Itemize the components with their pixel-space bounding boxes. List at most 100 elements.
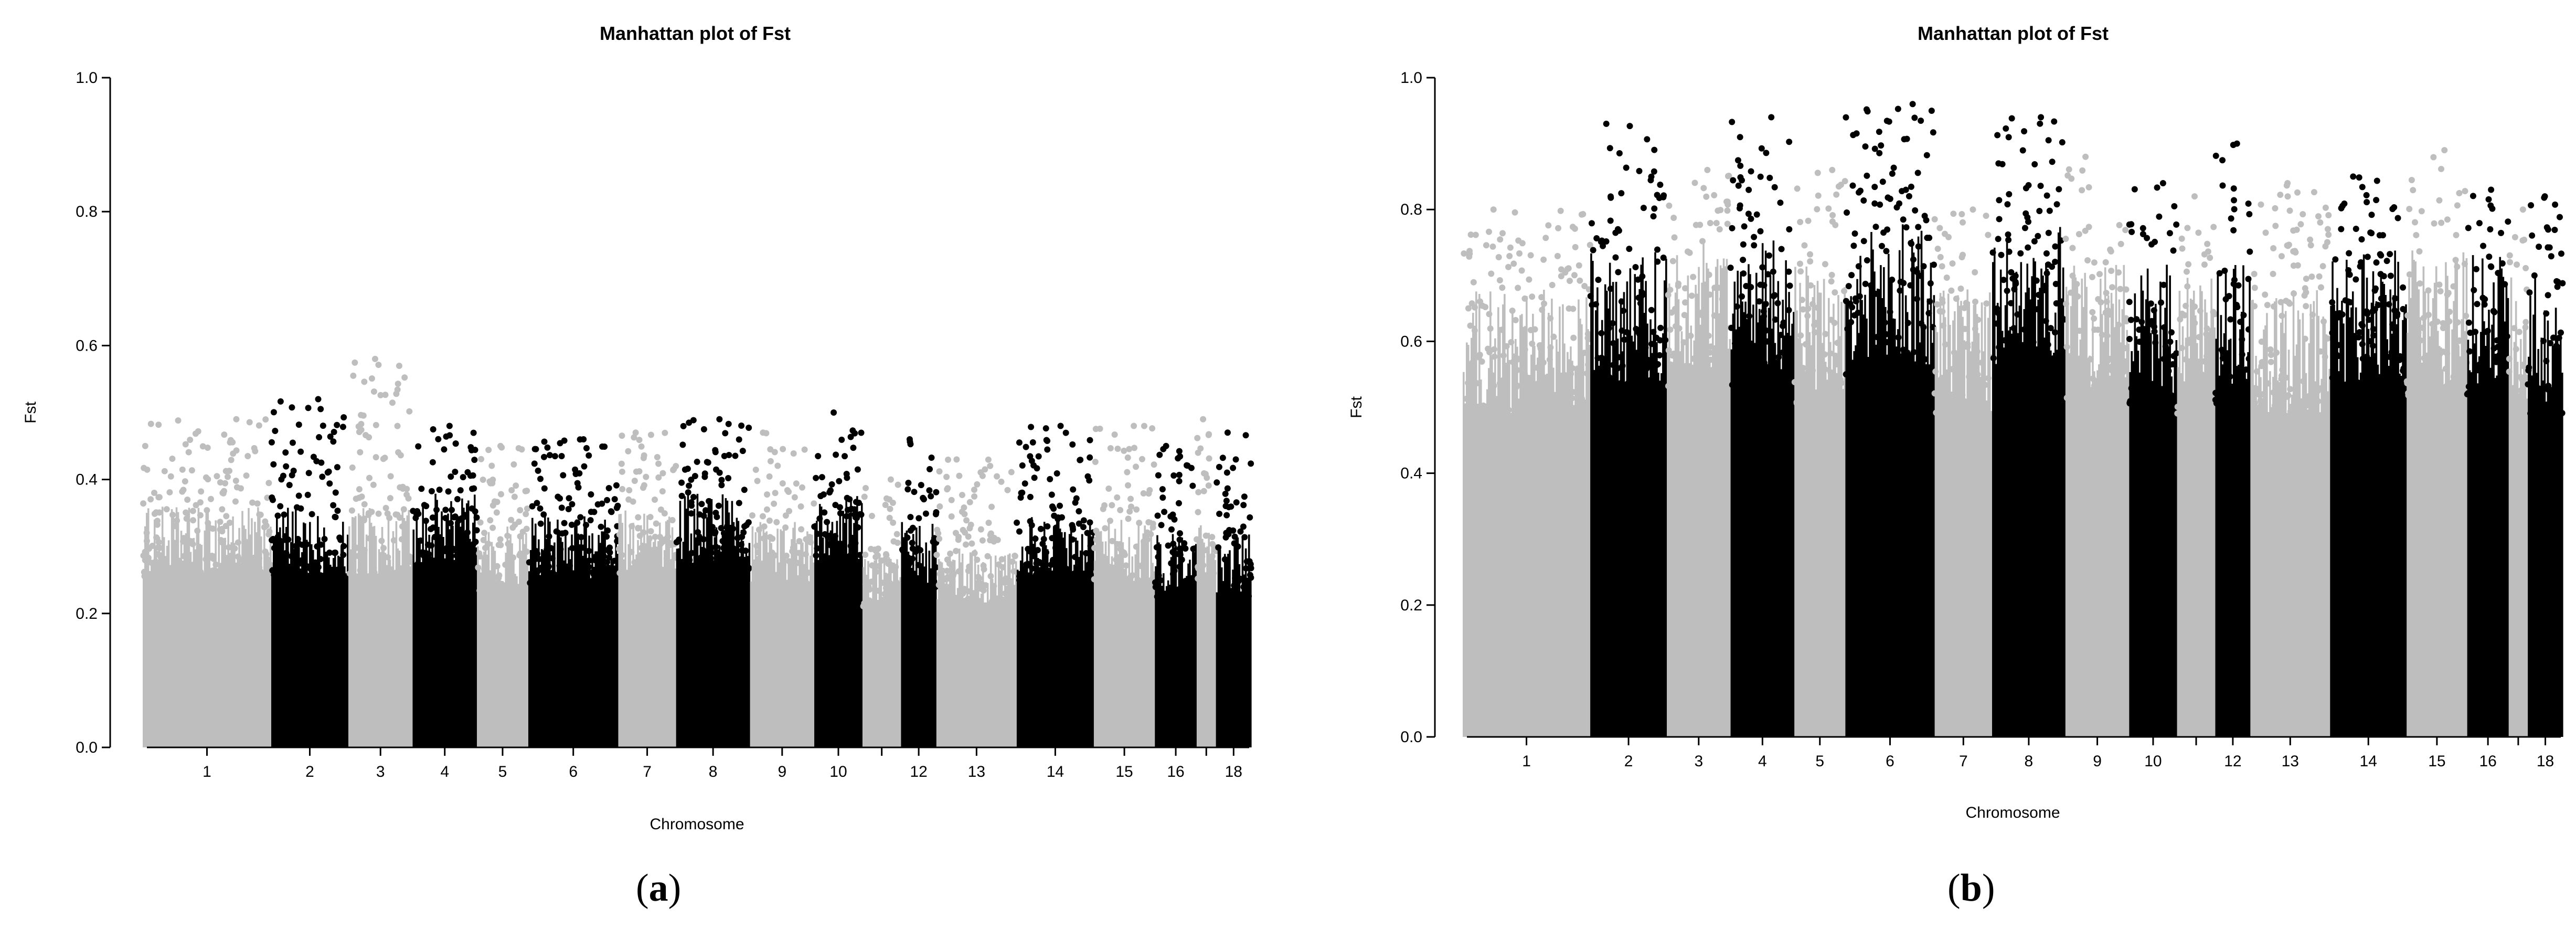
snp-point bbox=[591, 509, 598, 515]
snp-point bbox=[1766, 174, 1773, 181]
snp-point bbox=[1904, 373, 1911, 379]
snp-point bbox=[1071, 570, 1078, 577]
snp-point bbox=[722, 430, 729, 437]
snp-point bbox=[476, 550, 483, 557]
snp-column bbox=[1973, 304, 1975, 737]
snp-column bbox=[439, 534, 441, 747]
snp-point bbox=[641, 482, 647, 489]
snp-point bbox=[2126, 299, 2133, 305]
snp-column bbox=[313, 564, 316, 747]
snp-column bbox=[862, 567, 865, 747]
snp-point bbox=[708, 544, 715, 551]
snp-point bbox=[433, 506, 440, 513]
snp-column bbox=[145, 513, 148, 747]
snp-point bbox=[1086, 477, 1093, 484]
snp-column bbox=[509, 534, 512, 747]
snp-point bbox=[2160, 355, 2167, 362]
snp-column bbox=[1041, 539, 1044, 747]
snp-point bbox=[904, 534, 911, 541]
snp-column bbox=[1567, 352, 1569, 737]
snp-point bbox=[1109, 537, 1115, 544]
snp-column bbox=[1988, 292, 1991, 737]
snp-point bbox=[2079, 167, 2086, 174]
snp-point bbox=[2110, 333, 2117, 340]
snp-column bbox=[534, 523, 537, 747]
snp-column bbox=[218, 524, 220, 747]
snp-column bbox=[997, 566, 1000, 747]
snp-point bbox=[558, 504, 565, 511]
snp-column bbox=[729, 524, 732, 747]
snp-point bbox=[1235, 578, 1242, 585]
snp-point bbox=[1955, 418, 1962, 425]
snp-point bbox=[1175, 591, 1181, 598]
snp-point bbox=[583, 577, 590, 584]
chromosome-9-points bbox=[749, 429, 817, 747]
snp-column bbox=[1923, 324, 1926, 737]
snp-column bbox=[1552, 367, 1555, 737]
snp-column bbox=[1941, 381, 1943, 737]
snp-point bbox=[1947, 419, 1954, 426]
snp-point bbox=[979, 472, 986, 479]
snp-point bbox=[2091, 315, 2098, 322]
snp-point bbox=[1681, 312, 1688, 319]
snp-point bbox=[1508, 339, 1515, 345]
snp-point bbox=[974, 481, 981, 488]
snp-column bbox=[2309, 304, 2312, 737]
snp-point bbox=[907, 527, 914, 534]
snp-column bbox=[858, 558, 860, 747]
snp-point bbox=[1205, 431, 1212, 438]
snp-column bbox=[348, 526, 350, 747]
snp-column bbox=[219, 563, 221, 747]
snp-column bbox=[1223, 554, 1226, 747]
snp-point bbox=[1934, 301, 1941, 308]
snp-column bbox=[2284, 311, 2287, 737]
snp-column bbox=[2039, 288, 2041, 737]
snp-point bbox=[1864, 373, 1870, 380]
snp-point bbox=[1928, 108, 1935, 114]
snp-point bbox=[2127, 316, 2134, 323]
snp-point bbox=[795, 550, 802, 556]
snp-point bbox=[2291, 290, 2297, 297]
snp-column bbox=[323, 527, 325, 747]
snp-column bbox=[2413, 260, 2415, 737]
snp-point bbox=[991, 596, 997, 603]
snp-column bbox=[147, 508, 150, 747]
snp-point bbox=[906, 567, 913, 574]
snp-point bbox=[2181, 388, 2188, 395]
snp-column bbox=[251, 518, 253, 747]
snp-point bbox=[1959, 392, 1966, 398]
snp-column bbox=[2451, 329, 2453, 737]
snp-point bbox=[2237, 319, 2244, 325]
snp-column bbox=[150, 566, 153, 747]
snp-point bbox=[2243, 388, 2250, 395]
snp-column bbox=[1715, 267, 1717, 737]
snp-point bbox=[604, 527, 611, 534]
snp-peak-point bbox=[2038, 114, 2045, 121]
snp-column bbox=[2124, 377, 2127, 737]
snp-point bbox=[1539, 307, 1546, 313]
snp-point bbox=[643, 473, 650, 480]
snp-column bbox=[1230, 592, 1232, 747]
snp-point bbox=[1248, 574, 1254, 581]
snp-column bbox=[1209, 557, 1212, 747]
snp-column bbox=[2098, 364, 2100, 737]
snp-column bbox=[2146, 268, 2149, 737]
snp-point bbox=[1232, 456, 1239, 463]
snp-column bbox=[2009, 326, 2011, 737]
snp-column bbox=[544, 514, 546, 747]
snp-point bbox=[2201, 375, 2208, 382]
snp-point bbox=[2004, 288, 2010, 294]
snp-column bbox=[640, 525, 642, 747]
snp-column bbox=[808, 582, 810, 747]
snp-point bbox=[1037, 559, 1044, 566]
snp-point bbox=[1486, 311, 1493, 318]
snp-column bbox=[1915, 266, 1918, 737]
snp-point bbox=[2307, 236, 2314, 243]
snp-point bbox=[1811, 329, 1818, 336]
snp-point bbox=[243, 472, 250, 479]
snp-column bbox=[2051, 361, 2053, 737]
snp-point bbox=[985, 456, 992, 463]
snp-point bbox=[1979, 404, 1986, 411]
snp-column bbox=[381, 526, 384, 747]
snp-column bbox=[607, 571, 609, 747]
